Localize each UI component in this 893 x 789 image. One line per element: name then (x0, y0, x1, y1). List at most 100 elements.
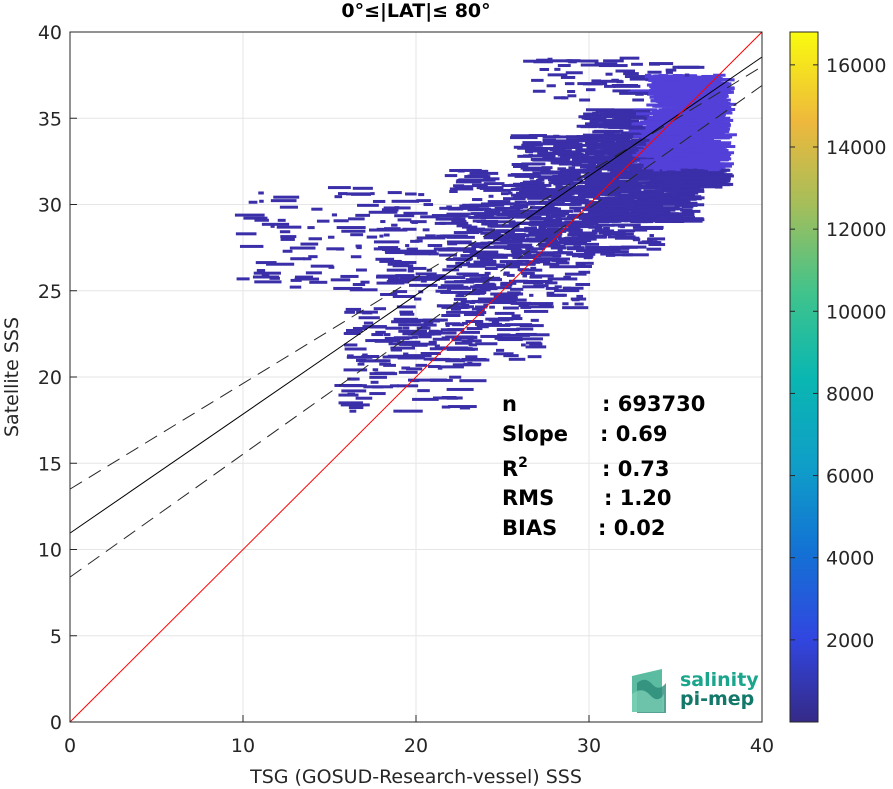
data-point (406, 247, 418, 251)
data-point (457, 206, 480, 210)
wave-logo-icon (632, 669, 666, 713)
data-point (446, 212, 471, 216)
data-point (665, 70, 673, 74)
data-point (397, 218, 412, 222)
data-point (689, 88, 696, 92)
data-point (446, 347, 473, 351)
data-point (532, 89, 546, 93)
data-point (677, 129, 693, 133)
data-point (535, 210, 564, 214)
data-point (577, 185, 605, 189)
data-point (444, 280, 475, 284)
data-point (391, 223, 398, 227)
data-point (632, 205, 660, 209)
data-point (343, 384, 367, 388)
data-point (308, 255, 318, 259)
data-point (327, 186, 351, 190)
data-point (496, 348, 505, 352)
data-point (622, 152, 637, 156)
data-point (415, 239, 423, 243)
stat-label: Slope (502, 422, 568, 446)
colorbar-tick-label: 6000 (826, 466, 874, 488)
data-point (564, 272, 587, 276)
data-point (508, 222, 539, 226)
data-point (365, 339, 379, 343)
colorbar-tick-label: 16000 (826, 55, 886, 77)
data-point (472, 183, 488, 187)
data-point (608, 125, 633, 129)
data-point (632, 186, 661, 190)
data-point (660, 188, 686, 192)
data-point (554, 213, 560, 217)
data-point (432, 337, 450, 341)
data-point (420, 215, 440, 219)
data-point (590, 220, 610, 224)
data-point (598, 176, 605, 180)
data-point (615, 69, 636, 73)
data-point (692, 128, 714, 132)
data-point (453, 214, 462, 218)
data-point (545, 242, 561, 246)
data-point (618, 194, 631, 198)
data-point (446, 264, 463, 268)
data-point (416, 326, 431, 330)
data-point (546, 217, 553, 221)
data-point (548, 198, 573, 202)
data-point (383, 206, 411, 210)
data-point (637, 173, 655, 177)
data-point (308, 237, 322, 241)
data-point (593, 206, 613, 210)
data-point (405, 192, 417, 196)
data-point (633, 215, 644, 219)
y-tick-label: 0 (50, 712, 62, 734)
data-point (570, 200, 594, 204)
data-point (584, 181, 614, 185)
data-point (350, 233, 364, 237)
data-point (546, 291, 555, 295)
data-point (624, 75, 646, 79)
data-point (503, 272, 510, 276)
data-point (579, 98, 591, 102)
data-point (358, 316, 380, 320)
data-point (708, 87, 734, 91)
data-point (594, 153, 605, 157)
data-point (411, 343, 428, 347)
data-point (690, 150, 716, 154)
data-point (525, 341, 542, 345)
data-point (713, 162, 725, 166)
data-point (632, 225, 641, 229)
data-point (439, 253, 457, 257)
data-point (557, 153, 564, 157)
data-point (644, 166, 672, 170)
data-point (589, 119, 599, 123)
data-point (540, 232, 563, 236)
data-point (612, 142, 631, 146)
data-point (356, 246, 362, 250)
data-point (544, 257, 570, 261)
data-point (341, 229, 366, 233)
data-point (662, 80, 675, 84)
data-point (536, 251, 566, 255)
data-point (531, 78, 544, 82)
data-point (526, 201, 545, 205)
data-point (568, 202, 582, 206)
data-point (713, 113, 720, 117)
data-point (455, 341, 473, 345)
data-point (708, 130, 729, 134)
data-point (668, 111, 681, 115)
data-point (568, 139, 598, 143)
data-point (536, 234, 553, 238)
data-point (671, 200, 691, 204)
data-point (678, 94, 703, 98)
data-point (355, 213, 371, 217)
x-tick-label: 10 (231, 735, 255, 757)
data-point (399, 312, 415, 316)
data-point (599, 79, 623, 83)
y-tick-label: 40 (38, 22, 62, 44)
data-point (667, 212, 695, 216)
data-point (290, 278, 302, 282)
data-point (621, 149, 645, 153)
data-point (477, 291, 485, 295)
data-point (567, 141, 580, 145)
data-point (352, 326, 367, 330)
